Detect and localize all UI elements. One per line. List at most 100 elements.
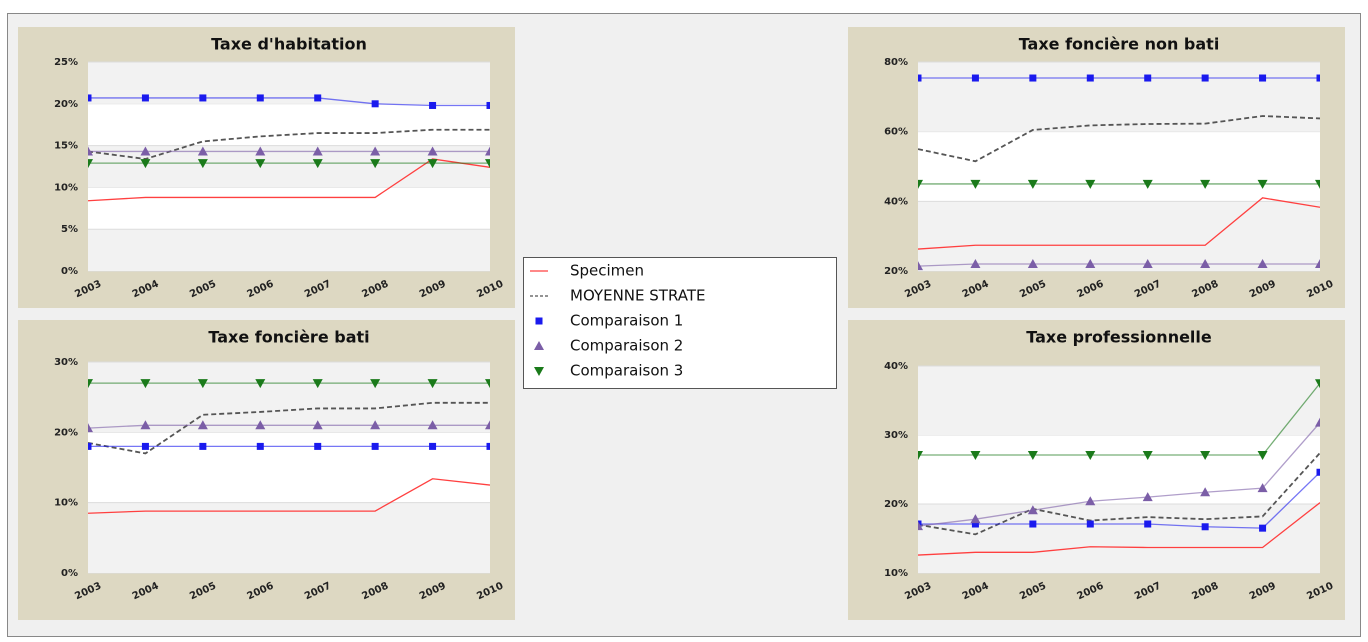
y-tick-label: 40% xyxy=(884,361,908,372)
marker xyxy=(486,101,490,109)
marker xyxy=(370,420,381,430)
marker xyxy=(1200,487,1211,497)
series-line xyxy=(918,115,1320,163)
marker xyxy=(427,159,438,169)
marker xyxy=(256,442,264,450)
series-line xyxy=(88,478,490,514)
y-tick-label: 10% xyxy=(54,498,78,509)
marker xyxy=(141,442,149,450)
y-tick-label: 20% xyxy=(884,266,908,277)
marker xyxy=(1142,179,1153,189)
marker xyxy=(1316,74,1320,82)
grid-band xyxy=(918,62,1320,132)
legend-label: MOYENNE STRATE xyxy=(570,287,706,305)
marker xyxy=(1027,451,1038,461)
marker xyxy=(1027,259,1038,269)
legend-swatch xyxy=(534,341,544,350)
marker xyxy=(1142,492,1153,502)
marker xyxy=(918,451,923,461)
legend-label: Comparaison 1 xyxy=(570,312,683,330)
grid-band xyxy=(918,366,1320,435)
marker xyxy=(1257,451,1268,461)
marker xyxy=(427,379,438,389)
marker xyxy=(197,420,208,430)
legend-label: Comparaison 3 xyxy=(570,362,683,380)
marker xyxy=(371,442,379,450)
marker xyxy=(970,259,981,269)
marker xyxy=(485,146,490,156)
y-tick-label: 40% xyxy=(884,196,908,207)
marker xyxy=(918,261,923,271)
grid-band xyxy=(918,504,1320,573)
marker xyxy=(918,74,922,82)
marker xyxy=(312,146,323,156)
marker xyxy=(1086,74,1094,82)
marker xyxy=(1200,259,1211,269)
marker xyxy=(1144,520,1152,528)
marker xyxy=(1259,74,1267,82)
legend-swatch xyxy=(534,367,544,376)
marker xyxy=(970,514,981,524)
marker xyxy=(140,379,151,389)
marker xyxy=(140,159,151,169)
marker xyxy=(88,146,93,156)
marker xyxy=(970,451,981,461)
marker xyxy=(370,146,381,156)
marker xyxy=(199,94,207,102)
y-tick-label: 20% xyxy=(884,499,908,510)
y-tick-label: 80% xyxy=(884,57,908,68)
marker xyxy=(1085,179,1096,189)
marker xyxy=(1027,179,1038,189)
legend-swatch xyxy=(535,317,543,325)
marker xyxy=(1029,74,1037,82)
marker xyxy=(1085,496,1096,506)
y-tick-label: 20% xyxy=(54,99,78,110)
marker xyxy=(918,521,923,531)
marker xyxy=(1257,179,1268,189)
series-line xyxy=(918,452,1320,536)
series-line xyxy=(88,158,490,202)
series-line xyxy=(918,382,1320,456)
chart-title: Taxe d'habitation xyxy=(211,35,367,54)
marker xyxy=(312,159,323,169)
marker xyxy=(486,442,490,450)
marker xyxy=(140,420,151,430)
y-tick-label: 0% xyxy=(61,266,78,277)
marker xyxy=(312,379,323,389)
marker xyxy=(427,420,438,430)
marker xyxy=(256,94,264,102)
marker xyxy=(371,100,379,108)
y-tick-label: 30% xyxy=(884,430,908,441)
marker xyxy=(918,520,922,528)
marker xyxy=(971,520,979,528)
marker xyxy=(1315,179,1320,189)
marker xyxy=(1201,523,1209,531)
marker xyxy=(1142,451,1153,461)
marker xyxy=(370,159,381,169)
legend-label: Comparaison 2 xyxy=(570,337,683,355)
marker xyxy=(255,159,266,169)
marker xyxy=(485,420,490,430)
y-tick-label: 15% xyxy=(54,141,78,152)
marker xyxy=(88,423,93,433)
y-tick-label: 10% xyxy=(884,568,908,579)
series-line xyxy=(918,197,1320,250)
marker xyxy=(918,179,923,189)
marker xyxy=(427,146,438,156)
y-tick-label: 10% xyxy=(54,182,78,193)
marker xyxy=(1200,451,1211,461)
grid-band xyxy=(88,145,490,188)
marker xyxy=(429,442,437,450)
marker xyxy=(485,159,490,169)
marker xyxy=(88,379,93,389)
marker xyxy=(1144,74,1152,82)
marker xyxy=(314,442,322,450)
marker xyxy=(1257,483,1268,493)
series-line xyxy=(88,97,490,107)
marker xyxy=(1086,520,1094,528)
marker xyxy=(141,94,149,102)
series-group xyxy=(918,379,1320,556)
marker xyxy=(1027,505,1038,515)
marker xyxy=(1200,179,1211,189)
